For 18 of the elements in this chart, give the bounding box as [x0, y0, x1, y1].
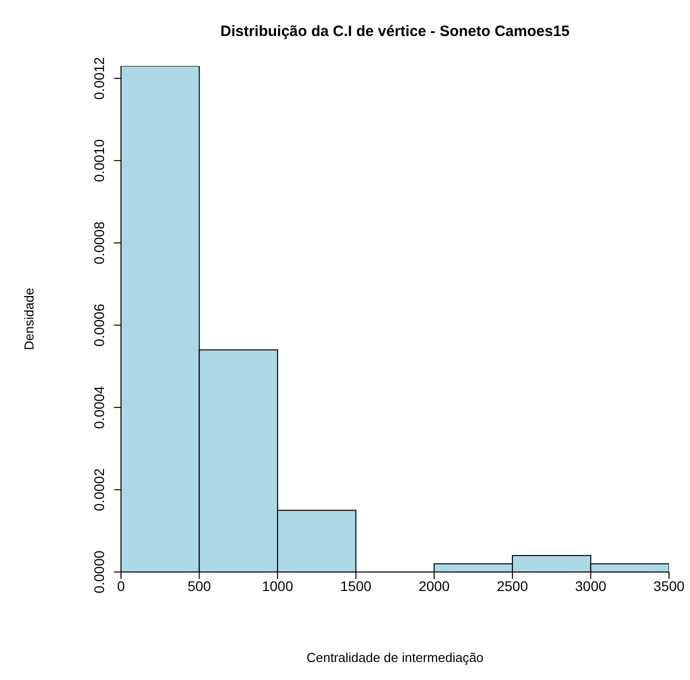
chart-title: Distribuição da C.I de vértice - Soneto Camoes15: [220, 23, 570, 40]
y-tick-label: 0.0000: [91, 550, 107, 594]
x-tick-label: 3500: [653, 578, 685, 594]
x-tick-label: 3000: [575, 578, 606, 594]
x-tick-label: 2000: [418, 578, 450, 594]
x-tick-label: 0: [117, 578, 126, 594]
y-axis-title: Densidade: [22, 288, 37, 350]
x-tick-label: 1000: [262, 578, 294, 594]
y-tick-label: 0.0004: [91, 386, 107, 429]
y-tick-label: 0.0006: [91, 304, 107, 347]
x-tick-label: 500: [188, 578, 212, 594]
x-tick-label: 2500: [496, 578, 528, 594]
y-tick-label: 0.0010: [91, 139, 107, 182]
y-tick-label: 0.0012: [91, 56, 107, 100]
x-tick-label: 1500: [340, 578, 372, 594]
y-tick-label: 0.0008: [91, 221, 107, 264]
x-axis-title: Centralidade de intermediação: [306, 650, 484, 665]
y-tick-label: 0.0002: [91, 468, 107, 512]
